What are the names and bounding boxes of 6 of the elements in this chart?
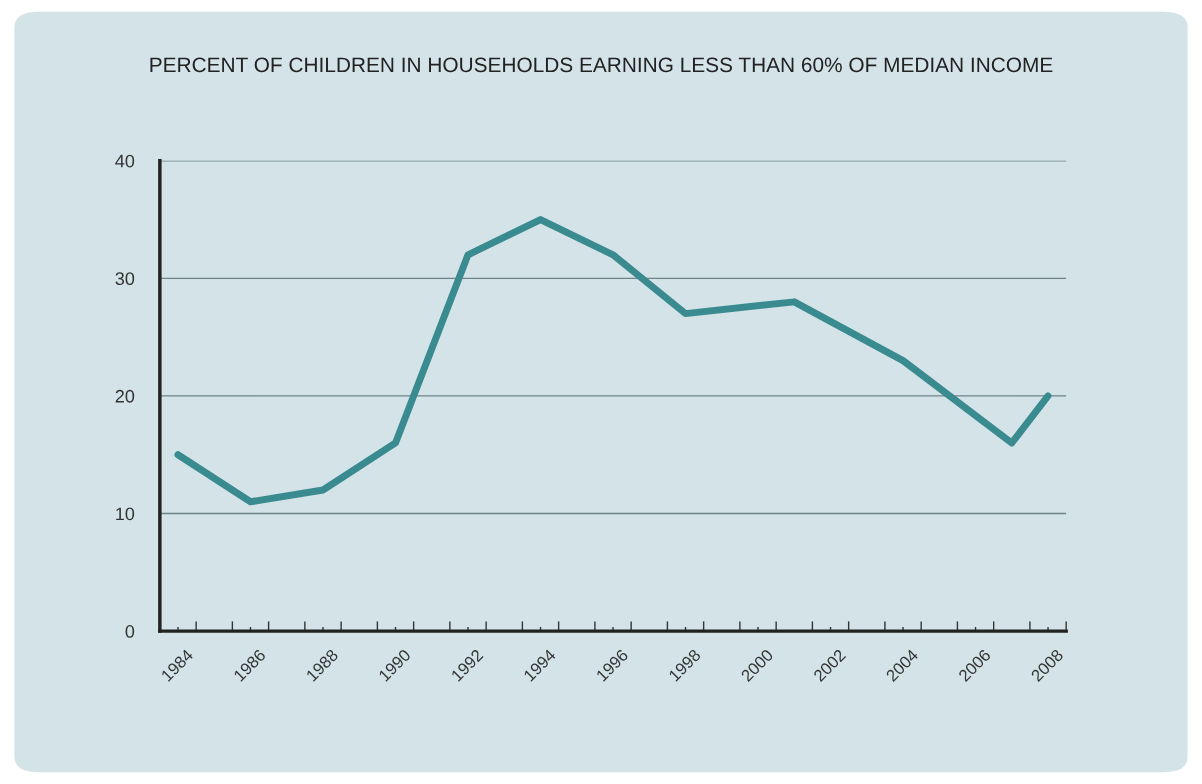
y-tick-label: 20 — [115, 389, 135, 403]
y-tick-label: 10 — [116, 507, 135, 521]
chart-title: PERCENT OF CHILDREN IN HOUSEHOLDS EARNING LESS THAN 60% OF MEDIAN INCOME — [150, 57, 1053, 73]
y-tick-label: 40 — [115, 154, 135, 168]
y-tick-label: 0 — [125, 625, 135, 638]
y-tick-label: 30 — [115, 272, 135, 286]
